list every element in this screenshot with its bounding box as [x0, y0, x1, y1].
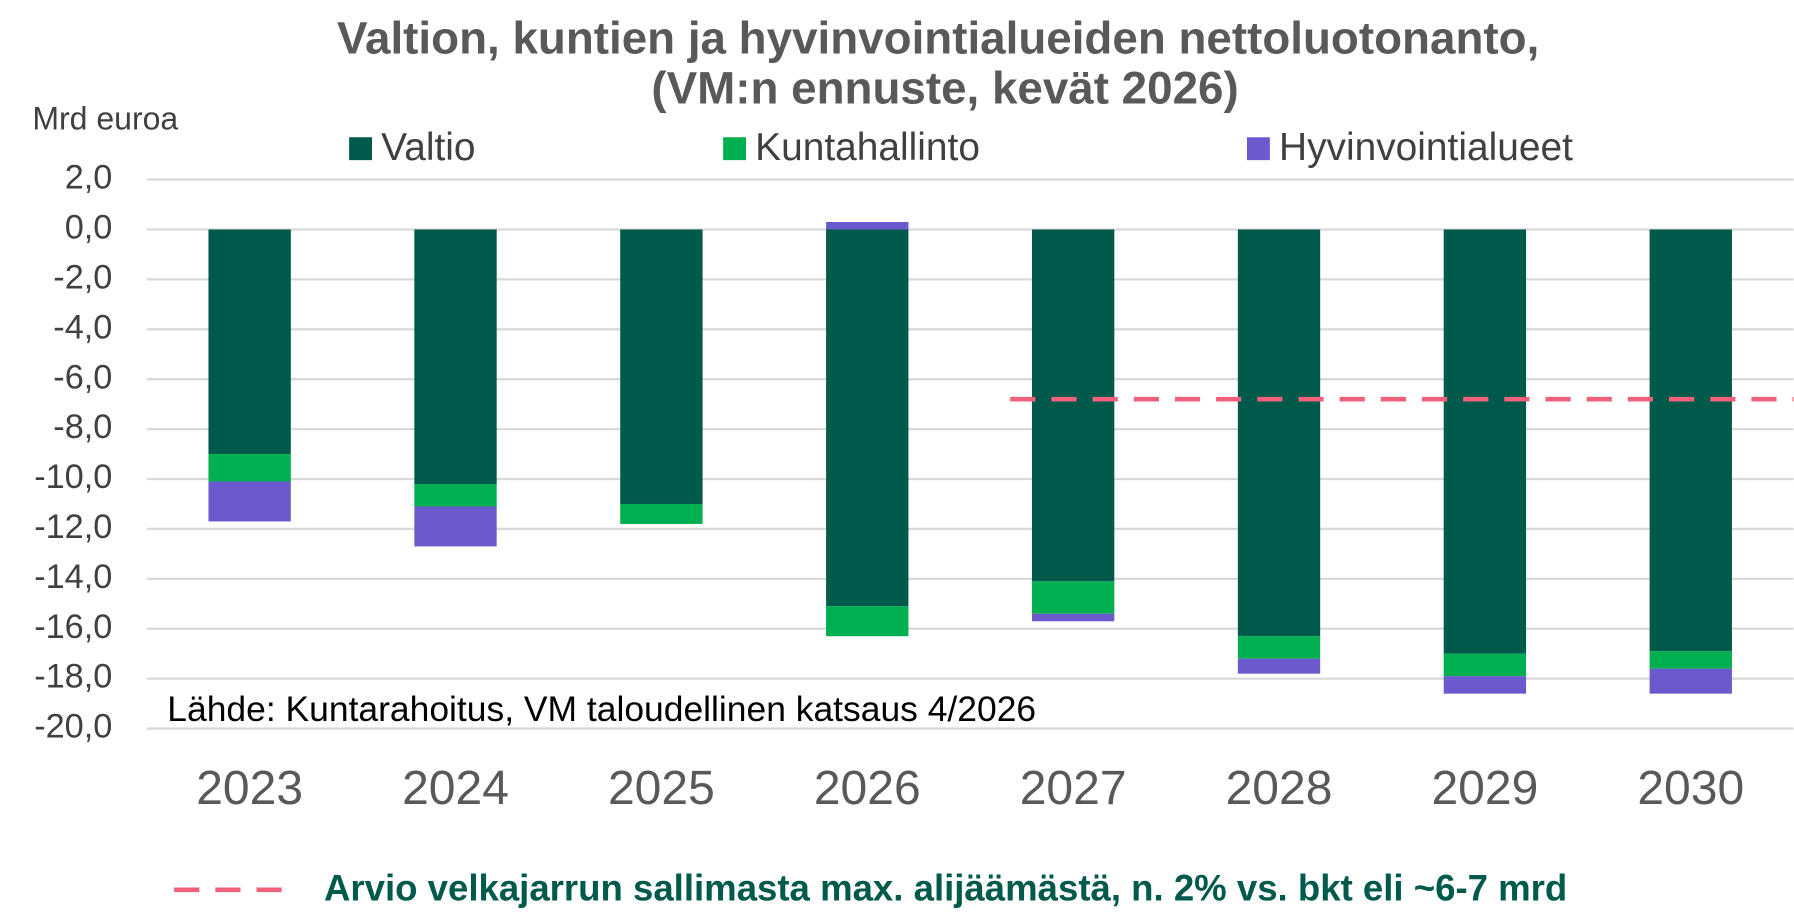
y-tick-label: -8,0 [53, 408, 112, 446]
y-tick-label: 2,0 [65, 159, 113, 197]
chart-title: Valtion, kuntien ja hyvinvointialueiden … [337, 12, 1539, 63]
bar-segment [826, 229, 909, 607]
bar-segment [1443, 676, 1527, 694]
bar-segment [826, 221, 909, 230]
bar-segment [826, 606, 909, 637]
bar-segment [1237, 229, 1321, 637]
y-tick-label: -6,0 [53, 358, 112, 396]
bar-segment [1649, 229, 1732, 652]
legend-swatch [349, 137, 373, 161]
source-annotation: Lähde: Kuntarahoitus, VM taloudellinen k… [167, 689, 1036, 729]
y-axis-label: Mrd euroa [32, 101, 178, 137]
bar-segment [414, 229, 497, 485]
y-tick-label: -2,0 [53, 258, 112, 296]
bar-segment [1031, 613, 1115, 622]
x-tick-label: 2023 [196, 762, 303, 815]
y-tick-label: 0,0 [65, 209, 113, 247]
bar-segment [414, 484, 497, 507]
x-tick-label: 2027 [1020, 762, 1127, 815]
y-tick-label: -18,0 [34, 658, 112, 696]
x-tick-label: 2025 [608, 762, 715, 815]
y-tick-label: -10,0 [34, 458, 112, 496]
y-tick-label: -20,0 [34, 708, 112, 746]
bar-segment [1649, 651, 1732, 669]
y-tick-label: -4,0 [53, 308, 112, 346]
bar-segment [1237, 658, 1321, 674]
legend-label: Valtio [381, 126, 475, 169]
bar-segment [1443, 653, 1527, 677]
legend-swatch [1246, 137, 1270, 161]
x-tick-label: 2026 [814, 762, 921, 815]
chart-title: (VM:n ennuste, kevät 2026) [651, 63, 1238, 114]
y-tick-label: -16,0 [34, 608, 112, 646]
legend-label: Kuntahallinto [755, 126, 980, 169]
x-tick-label: 2028 [1226, 762, 1333, 815]
bar-segment [414, 506, 497, 547]
y-tick-label: -14,0 [34, 558, 112, 596]
y-tick-label: -12,0 [34, 508, 112, 546]
bar-segment [1649, 668, 1732, 694]
x-tick-label: 2029 [1431, 762, 1538, 815]
bar-segment [620, 229, 703, 504]
bar-segment [208, 481, 291, 522]
bar-segment [1031, 581, 1115, 614]
bar-segment [1443, 229, 1527, 654]
bar-segment [620, 503, 703, 524]
x-tick-label: 2024 [402, 762, 509, 815]
legend-label: Hyvinvointialueet [1279, 126, 1573, 169]
bar-segment [208, 454, 291, 482]
bar-segment [1031, 229, 1115, 582]
reference-label: Arvio velkajarrun sallimasta max. alijää… [324, 868, 1567, 909]
x-tick-label: 2030 [1637, 762, 1744, 815]
bar-segment [208, 229, 291, 455]
legend-swatch [723, 137, 747, 161]
bar-segment [1237, 636, 1321, 659]
